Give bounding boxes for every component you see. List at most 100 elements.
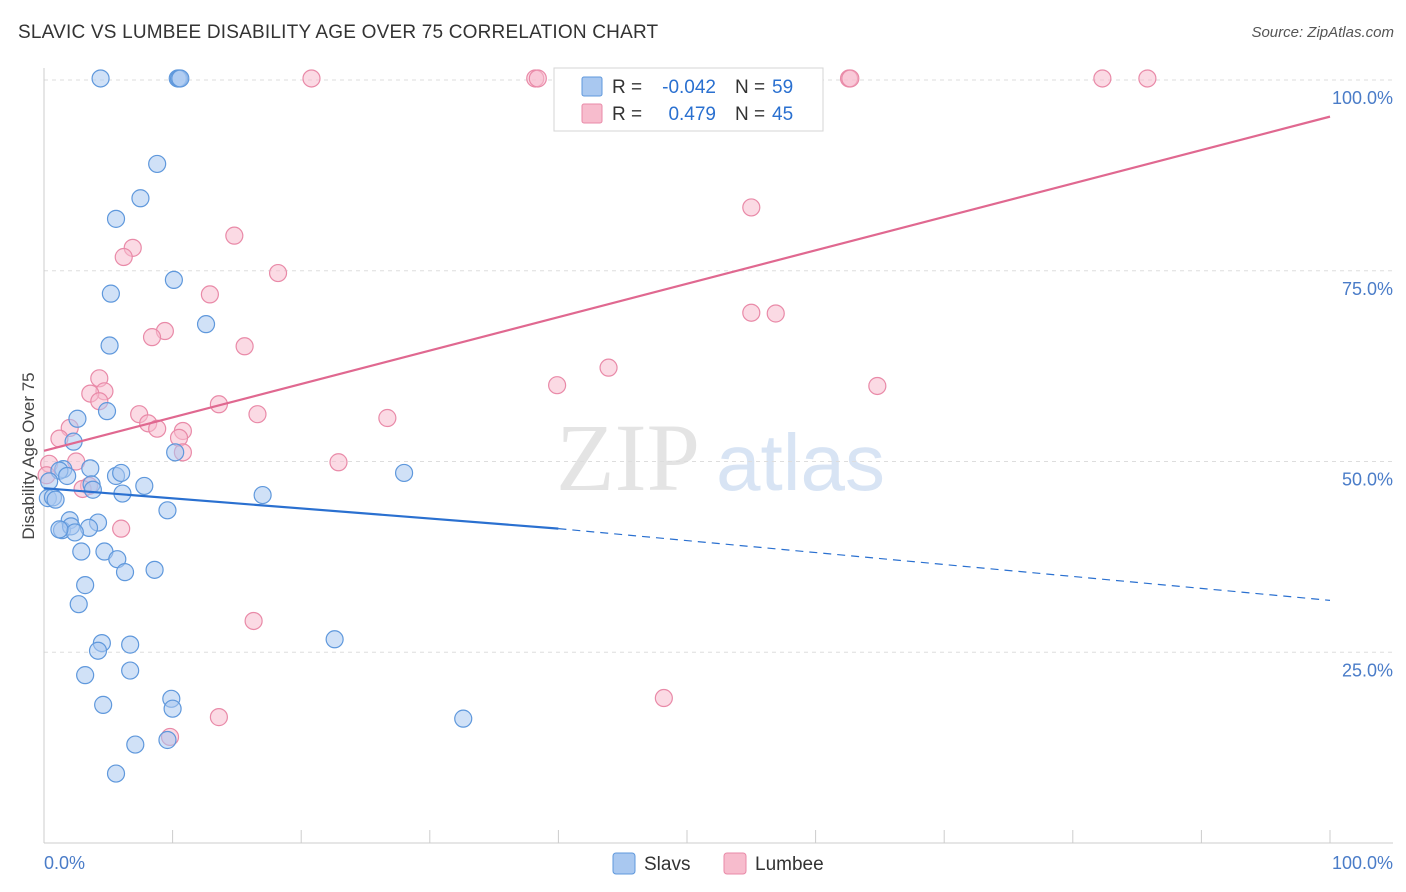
lumbee-point bbox=[209, 708, 228, 727]
slavs-point bbox=[76, 666, 95, 685]
slavs-trend-line-extrapolated bbox=[558, 528, 1331, 601]
watermark-atlas: atlas bbox=[716, 418, 885, 507]
lumbee-point bbox=[378, 408, 397, 428]
slavs-point bbox=[121, 661, 140, 680]
slavs-point bbox=[58, 466, 77, 486]
lumbee-point bbox=[148, 419, 167, 438]
slavs-point bbox=[50, 520, 69, 539]
legend-r-value-lumbee: 0.479 bbox=[668, 104, 716, 125]
slavs-point bbox=[196, 315, 216, 334]
slavs-point bbox=[454, 709, 473, 728]
lumbee-point bbox=[200, 285, 219, 304]
lumbee-point bbox=[766, 304, 785, 323]
x-tick-label-min: 0.0% bbox=[44, 853, 85, 873]
legend-r-label-slavs: R = bbox=[612, 77, 642, 98]
slavs-point bbox=[97, 402, 117, 421]
y-tick-label-50: 50.0% bbox=[1342, 470, 1393, 490]
legend-n-label-slavs: N = bbox=[735, 77, 765, 98]
lumbee-point bbox=[235, 337, 254, 356]
bottom-legend-swatch-lumbee bbox=[723, 852, 747, 875]
y-tick-label-25: 25.0% bbox=[1342, 660, 1393, 680]
y-tick-label-75: 75.0% bbox=[1342, 279, 1393, 299]
legend-r-value-slavs: -0.042 bbox=[662, 77, 716, 98]
slavs-point bbox=[166, 443, 185, 462]
slavs-point bbox=[163, 699, 182, 718]
slavs-point bbox=[106, 764, 126, 783]
lumbee-point bbox=[742, 198, 761, 217]
lumbee-point bbox=[225, 226, 244, 245]
slavs-point bbox=[145, 560, 164, 579]
y-tick-label-100: 100.0% bbox=[1332, 88, 1393, 108]
slavs-series bbox=[38, 69, 473, 783]
axes bbox=[43, 68, 1393, 844]
lumbee-point bbox=[329, 453, 348, 472]
slavs-point bbox=[158, 730, 177, 750]
slavs-point bbox=[253, 485, 272, 505]
slavs-point bbox=[101, 284, 120, 303]
slavs-point bbox=[94, 695, 113, 714]
slavs-point bbox=[65, 523, 84, 542]
slavs-point bbox=[121, 635, 140, 654]
lumbee-point bbox=[268, 263, 288, 283]
legend-n-value-lumbee: 45 bbox=[772, 104, 793, 125]
slavs-point bbox=[158, 501, 177, 520]
trend-lines bbox=[43, 115, 1331, 601]
slavs-point bbox=[164, 270, 183, 290]
slavs-point bbox=[106, 209, 126, 228]
x-tick-label-max: 100.0% bbox=[1332, 853, 1393, 873]
slavs-point bbox=[91, 69, 110, 88]
slavs-point bbox=[171, 69, 190, 88]
watermark-zip: ZIP bbox=[556, 404, 700, 511]
slavs-point bbox=[40, 472, 59, 491]
slavs-point bbox=[126, 735, 145, 754]
legend-n-value-slavs: 59 bbox=[772, 77, 793, 98]
legend-swatch-slavs bbox=[581, 76, 603, 97]
lumbee-point bbox=[654, 688, 673, 708]
lumbee-point bbox=[548, 376, 567, 395]
lumbee-point bbox=[112, 519, 131, 538]
bottom-legend-swatch-slavs bbox=[612, 852, 636, 875]
chart-title: SLAVIC VS LUMBEE DISABILITY AGE OVER 75 … bbox=[18, 22, 659, 43]
lumbee-point bbox=[114, 247, 133, 267]
series-legend: Slavs Lumbee bbox=[612, 852, 824, 875]
slavs-point bbox=[131, 189, 150, 208]
lumbee-point bbox=[1138, 69, 1157, 88]
slavs-point bbox=[115, 563, 135, 582]
lumbee-point bbox=[868, 376, 887, 396]
legend-swatch-lumbee bbox=[581, 103, 603, 124]
bottom-legend-label-lumbee: Lumbee bbox=[755, 854, 824, 875]
lumbee-point bbox=[528, 69, 547, 88]
lumbee-point bbox=[599, 358, 618, 377]
lumbee-point bbox=[302, 69, 321, 88]
slavs-trend-line bbox=[43, 487, 559, 530]
slavs-point bbox=[135, 476, 154, 496]
x-ticks bbox=[43, 830, 1331, 843]
lumbee-point bbox=[248, 405, 267, 424]
lumbee-point bbox=[841, 69, 860, 88]
slavs-point bbox=[394, 463, 414, 483]
lumbee-point bbox=[1093, 69, 1112, 88]
slavs-point bbox=[68, 409, 87, 428]
slavs-point bbox=[81, 459, 100, 478]
slavs-point bbox=[325, 630, 344, 649]
slavs-point bbox=[72, 542, 91, 561]
slavs-point bbox=[83, 480, 102, 499]
y-tick-labels: 25.0% 50.0% 75.0% 100.0% bbox=[1332, 88, 1393, 680]
slavs-point bbox=[148, 154, 167, 174]
legend-r-label-lumbee: R = bbox=[612, 104, 642, 125]
stats-legend: R = -0.042 N = 59 R = 0.479 N = 45 bbox=[553, 67, 824, 132]
slavs-point bbox=[100, 336, 119, 355]
lumbee-point bbox=[742, 303, 761, 322]
lumbee-point bbox=[142, 328, 162, 347]
slavs-point bbox=[69, 595, 88, 614]
slavs-point bbox=[46, 490, 65, 509]
slavs-point bbox=[88, 641, 108, 660]
slavs-point bbox=[76, 576, 95, 595]
source-label: Source: ZipAtlas.com bbox=[1251, 24, 1394, 41]
slavs-point bbox=[112, 463, 131, 483]
lumbee-point bbox=[244, 611, 263, 631]
legend-n-label-lumbee: N = bbox=[735, 104, 765, 125]
gridlines bbox=[44, 79, 1393, 653]
lumbee-trend-line bbox=[43, 115, 1331, 452]
